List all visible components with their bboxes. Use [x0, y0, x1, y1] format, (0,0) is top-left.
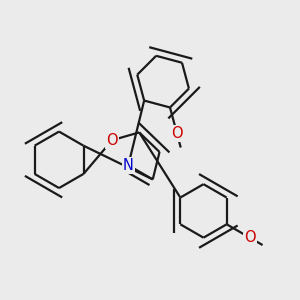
- Text: O: O: [171, 126, 183, 141]
- Text: O: O: [106, 133, 118, 148]
- Text: O: O: [244, 230, 256, 245]
- Text: N: N: [123, 158, 134, 173]
